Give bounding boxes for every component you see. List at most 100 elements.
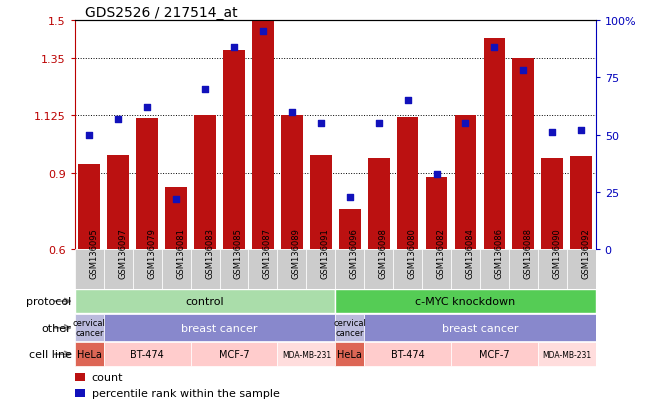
Text: protocol: protocol bbox=[26, 297, 72, 306]
Text: GSM136088: GSM136088 bbox=[523, 228, 533, 278]
Point bbox=[171, 196, 182, 203]
Text: GSM136084: GSM136084 bbox=[465, 228, 475, 278]
Text: GSM136086: GSM136086 bbox=[494, 228, 503, 278]
Text: GSM136098: GSM136098 bbox=[379, 228, 387, 278]
Text: BT-474: BT-474 bbox=[391, 349, 424, 359]
Text: count: count bbox=[92, 372, 123, 382]
Bar bbox=[75, 389, 85, 397]
Bar bbox=[281, 116, 303, 250]
Point bbox=[316, 121, 326, 127]
Bar bbox=[451, 342, 538, 366]
Bar bbox=[277, 250, 307, 289]
Text: GSM136090: GSM136090 bbox=[552, 228, 561, 278]
Text: GSM136089: GSM136089 bbox=[292, 228, 301, 278]
Text: GSM136083: GSM136083 bbox=[205, 228, 214, 278]
Text: cervical
cancer: cervical cancer bbox=[73, 318, 105, 337]
Bar bbox=[252, 21, 274, 250]
Bar bbox=[191, 250, 219, 289]
Bar bbox=[104, 342, 191, 366]
Bar bbox=[194, 116, 216, 250]
Text: cervical
cancer: cervical cancer bbox=[333, 318, 366, 337]
Bar bbox=[75, 342, 104, 366]
Bar bbox=[542, 158, 563, 250]
Point bbox=[113, 116, 124, 123]
Text: MCF-7: MCF-7 bbox=[479, 349, 510, 359]
Text: GSM136092: GSM136092 bbox=[581, 228, 590, 278]
Text: cell line: cell line bbox=[29, 349, 72, 359]
Bar bbox=[310, 156, 331, 250]
Point bbox=[286, 109, 297, 116]
Bar bbox=[570, 157, 592, 250]
Text: GSM136085: GSM136085 bbox=[234, 228, 243, 278]
Bar bbox=[368, 158, 389, 250]
Point bbox=[547, 130, 557, 136]
Bar bbox=[249, 250, 277, 289]
Point bbox=[374, 121, 384, 127]
Bar bbox=[136, 119, 158, 250]
Point bbox=[344, 194, 355, 200]
Bar bbox=[335, 290, 596, 313]
Text: MDA-MB-231: MDA-MB-231 bbox=[542, 350, 591, 359]
Point bbox=[229, 45, 239, 52]
Point bbox=[200, 86, 210, 93]
Point bbox=[489, 45, 499, 52]
Bar bbox=[364, 342, 451, 366]
Text: control: control bbox=[186, 297, 225, 306]
Text: GSM136079: GSM136079 bbox=[147, 228, 156, 278]
Point bbox=[84, 132, 94, 139]
Point bbox=[576, 127, 587, 134]
Bar bbox=[75, 373, 85, 381]
Bar bbox=[307, 250, 335, 289]
Bar bbox=[277, 342, 335, 366]
Bar bbox=[393, 250, 422, 289]
Point bbox=[258, 29, 268, 36]
Bar bbox=[484, 38, 505, 250]
Text: MCF-7: MCF-7 bbox=[219, 349, 249, 359]
Bar bbox=[133, 250, 161, 289]
Bar bbox=[75, 250, 104, 289]
Bar bbox=[223, 51, 245, 250]
Bar bbox=[165, 188, 187, 250]
Text: GSM136081: GSM136081 bbox=[176, 228, 185, 278]
Bar bbox=[191, 342, 277, 366]
Bar bbox=[364, 250, 393, 289]
Text: BT-474: BT-474 bbox=[130, 349, 164, 359]
Point bbox=[460, 121, 471, 127]
Text: GSM136091: GSM136091 bbox=[321, 228, 330, 278]
Text: GSM136080: GSM136080 bbox=[408, 228, 417, 278]
Text: HeLa: HeLa bbox=[77, 349, 102, 359]
Text: GSM136082: GSM136082 bbox=[437, 228, 445, 278]
Bar bbox=[509, 250, 538, 289]
Bar bbox=[75, 314, 104, 342]
Point bbox=[518, 68, 529, 74]
Point bbox=[402, 97, 413, 104]
Text: percentile rank within the sample: percentile rank within the sample bbox=[92, 388, 280, 398]
Bar bbox=[335, 250, 364, 289]
Bar bbox=[104, 250, 133, 289]
Bar bbox=[335, 342, 364, 366]
Text: breast cancer: breast cancer bbox=[181, 323, 258, 333]
Point bbox=[432, 171, 442, 178]
Text: HeLa: HeLa bbox=[337, 349, 362, 359]
Bar bbox=[538, 250, 567, 289]
Bar bbox=[79, 164, 100, 250]
Text: GSM136097: GSM136097 bbox=[118, 228, 127, 278]
Bar bbox=[567, 250, 596, 289]
Bar bbox=[480, 250, 509, 289]
Text: GSM136087: GSM136087 bbox=[263, 228, 272, 278]
Text: other: other bbox=[42, 323, 72, 333]
Bar bbox=[335, 314, 364, 342]
Bar bbox=[451, 250, 480, 289]
Text: GSM136096: GSM136096 bbox=[350, 228, 359, 278]
Bar bbox=[75, 290, 335, 313]
Bar bbox=[107, 156, 129, 250]
Text: c-MYC knockdown: c-MYC knockdown bbox=[415, 297, 516, 306]
Bar bbox=[219, 250, 249, 289]
Bar bbox=[396, 117, 419, 250]
Text: GSM136095: GSM136095 bbox=[89, 228, 98, 278]
Bar bbox=[538, 342, 596, 366]
Bar bbox=[512, 59, 534, 250]
Text: GDS2526 / 217514_at: GDS2526 / 217514_at bbox=[85, 6, 238, 20]
Point bbox=[142, 104, 152, 111]
Bar bbox=[161, 250, 191, 289]
